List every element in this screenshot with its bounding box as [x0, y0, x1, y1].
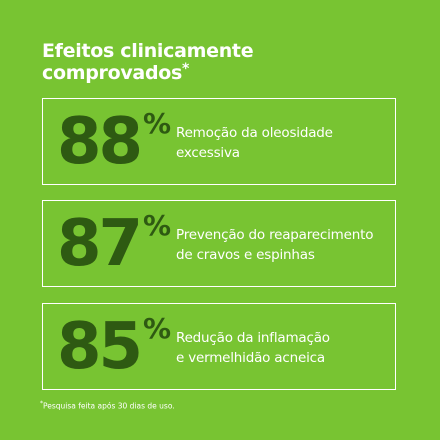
stat-value: 88	[57, 105, 143, 179]
footnote-text: Pesquisa feita após 30 dias de uso.	[43, 401, 175, 411]
title: Efeitos clinicamente comprovados*	[42, 40, 254, 84]
stat-unit: %	[143, 312, 172, 345]
stat-card: 85% Redução da inflamação e vermelhidão ac…	[42, 303, 396, 390]
title-line: Efeitos clinicamente	[42, 40, 254, 62]
description-line: e vermelhidão acneica	[176, 350, 325, 366]
title-text: comprovados	[42, 62, 183, 84]
stat-unit: %	[143, 209, 172, 242]
stat-value: 87	[57, 207, 143, 281]
description-line: excessiva	[176, 145, 240, 161]
description-line: Prevenção do reaparecimento	[176, 227, 374, 243]
stat-unit: %	[143, 107, 172, 140]
stat-value: 85	[57, 310, 143, 384]
title-line: comprovados*	[42, 62, 253, 84]
stat-card: 88% Remoção da oleosidade excessiva	[42, 98, 396, 185]
description-line: de cravos e espinhas	[176, 247, 315, 263]
title-mark: *	[182, 61, 190, 77]
footnote-mark: *	[40, 400, 43, 407]
stat-description: Prevenção do reaparecimento de cravos e e…	[176, 225, 373, 265]
stat-card: 87% Prevenção do reaparecimento de cravos …	[42, 200, 396, 287]
stat-description: Remoção da oleosidade excessiva	[176, 123, 333, 163]
description-line: Remoção da oleosidade	[176, 125, 333, 141]
description-line: Redução da inflamação	[176, 330, 330, 346]
footnote: *Pesquisa feita após 30 dias de uso.	[40, 400, 175, 411]
stat-description: Redução da inflamação e vermelhidão acnei…	[176, 328, 330, 368]
